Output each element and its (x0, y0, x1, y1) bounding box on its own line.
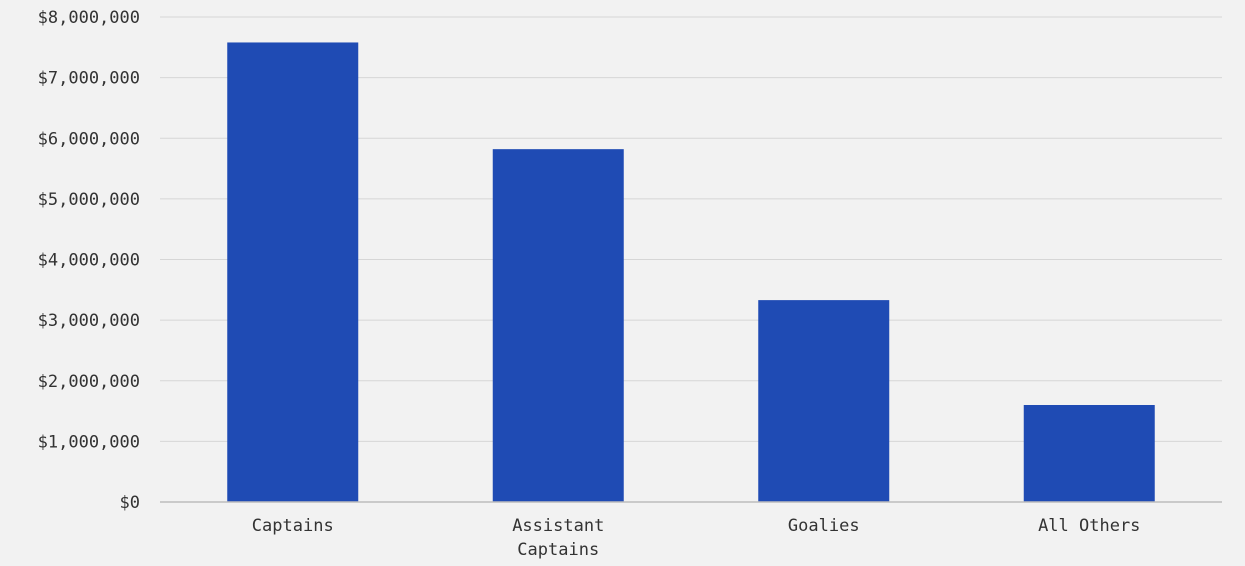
y-tick-label: $7,000,000 (38, 69, 140, 89)
x-tick-label: Captains (252, 516, 334, 536)
y-tick-label: $5,000,000 (38, 190, 140, 210)
y-axis: $0 $1,000,000 $2,000,000 $3,000,000 $4,000,0… (38, 8, 140, 513)
y-tick-label: $8,000,000 (38, 8, 140, 28)
bars (227, 42, 1155, 503)
x-axis: Captains Assistant Captains Goalies All Othe… (160, 501, 1222, 560)
y-tick-label: $4,000,000 (38, 251, 140, 271)
bar (227, 42, 359, 503)
y-tick-label: $1,000,000 (38, 432, 140, 452)
x-tick-label: Captains (517, 540, 599, 560)
x-tick-label: Assistant (512, 516, 604, 536)
x-tick-label: Goalies (788, 516, 860, 536)
y-tick-label: $0 (120, 493, 140, 513)
bar (758, 300, 890, 502)
y-tick-label: $2,000,000 (38, 372, 140, 392)
bar (492, 149, 624, 502)
y-tick-label: $6,000,000 (38, 129, 140, 149)
y-tick-label: $3,000,000 (38, 311, 140, 331)
bar (1023, 405, 1155, 502)
x-tick-label: All Others (1038, 516, 1140, 536)
